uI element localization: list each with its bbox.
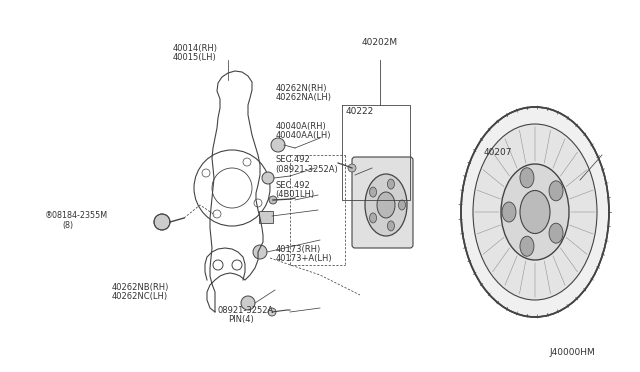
Text: 40262NB(RH): 40262NB(RH): [112, 283, 170, 292]
Text: SEC.492: SEC.492: [275, 155, 310, 164]
Text: 40222: 40222: [346, 107, 374, 116]
Circle shape: [271, 138, 285, 152]
Circle shape: [268, 308, 276, 316]
Ellipse shape: [369, 213, 376, 223]
Ellipse shape: [473, 124, 597, 300]
Text: 40262NA(LH): 40262NA(LH): [275, 93, 332, 102]
Ellipse shape: [520, 190, 550, 234]
FancyBboxPatch shape: [352, 157, 413, 248]
Text: 40173+A(LH): 40173+A(LH): [275, 254, 332, 263]
Ellipse shape: [369, 187, 376, 197]
Ellipse shape: [549, 181, 563, 201]
Circle shape: [348, 164, 356, 172]
Ellipse shape: [387, 221, 394, 231]
Text: 40014(RH): 40014(RH): [173, 44, 218, 53]
Text: 40207: 40207: [483, 148, 512, 157]
Text: SEC.492: SEC.492: [275, 181, 310, 190]
Text: 40262N(RH): 40262N(RH): [275, 84, 326, 93]
Ellipse shape: [501, 164, 569, 260]
Text: 40202M: 40202M: [362, 38, 397, 47]
Text: (08921-3252A): (08921-3252A): [275, 165, 338, 174]
Ellipse shape: [399, 200, 406, 210]
Ellipse shape: [365, 174, 407, 236]
FancyBboxPatch shape: [259, 211, 273, 223]
Ellipse shape: [387, 179, 394, 189]
Text: (8): (8): [63, 221, 74, 230]
Circle shape: [262, 172, 274, 184]
Text: 40015(LH): 40015(LH): [173, 53, 216, 62]
Ellipse shape: [502, 202, 516, 222]
Text: PIN(4): PIN(4): [228, 315, 253, 324]
Circle shape: [241, 296, 255, 310]
Ellipse shape: [520, 168, 534, 188]
Circle shape: [154, 214, 170, 230]
Text: 40262NC(LH): 40262NC(LH): [112, 292, 168, 301]
Text: 40040AA(LH): 40040AA(LH): [275, 131, 331, 140]
Circle shape: [253, 245, 267, 259]
Text: 08921-3252A: 08921-3252A: [218, 306, 274, 315]
Text: (4B01LH): (4B01LH): [275, 190, 314, 199]
Circle shape: [269, 196, 277, 204]
Ellipse shape: [377, 192, 395, 218]
Text: 40173(RH): 40173(RH): [275, 245, 321, 254]
Text: J40000HM: J40000HM: [549, 348, 595, 357]
Text: 40040A(RH): 40040A(RH): [275, 122, 326, 131]
Ellipse shape: [549, 223, 563, 243]
Text: ®08184-2355M: ®08184-2355M: [45, 211, 108, 220]
Ellipse shape: [461, 107, 609, 317]
Ellipse shape: [520, 236, 534, 256]
